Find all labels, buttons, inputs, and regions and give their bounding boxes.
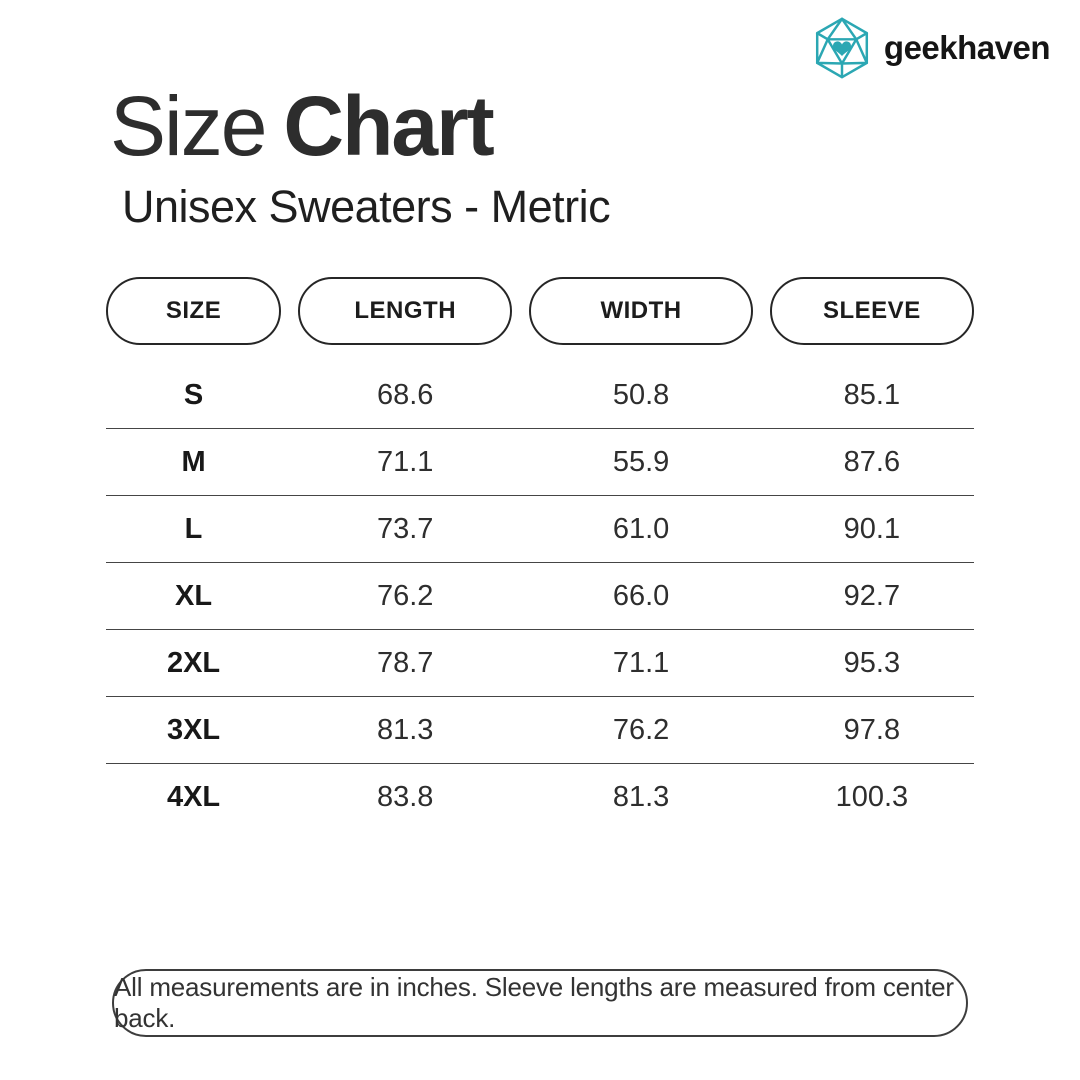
sleeve-cell: 85.1 (843, 378, 901, 411)
length-cell: 78.7 (376, 646, 434, 679)
sleeve-cell: 87.6 (843, 445, 901, 478)
size-cell: XL (175, 579, 213, 612)
page-subtitle: Unisex Sweaters - Metric (122, 181, 611, 232)
table-row: XL 76.2 66.0 92.7 (106, 563, 974, 630)
column-header-sleeve: SLEEVE (769, 277, 974, 345)
width-cell: 55.9 (612, 445, 670, 478)
size-cell: 3XL (166, 713, 221, 746)
sleeve-cell: 97.8 (843, 713, 901, 746)
brand-name: geekhaven (883, 29, 1051, 66)
length-cell: 76.2 (376, 579, 434, 612)
table-row: S 68.6 50.8 85.1 (106, 362, 974, 429)
title-light-part: Size (110, 79, 267, 173)
brand-logo: geekhaven (811, 17, 1051, 79)
table-row: L 73.7 61.0 90.1 (106, 496, 974, 563)
size-cell: S (183, 378, 204, 411)
column-header-length: LENGTH (298, 277, 513, 345)
size-cell: 4XL (166, 781, 221, 813)
width-cell: 50.8 (612, 378, 670, 411)
heart-icon (832, 41, 851, 57)
length-cell: 81.3 (376, 713, 434, 746)
size-table: SIZE LENGTH WIDTH SLEEVE S 68.6 50.8 85.… (106, 277, 974, 831)
column-header-size: SIZE (106, 277, 282, 345)
size-cell: M (181, 445, 206, 478)
width-cell: 71.1 (612, 646, 670, 679)
footnote-pill: All measurements are in inches. Sleeve l… (112, 969, 968, 1037)
footnote-text: All measurements are in inches. Sleeve l… (114, 972, 954, 1033)
size-cell: L (184, 512, 203, 545)
table-row: 4XL 83.8 81.3 100.3 (106, 764, 974, 831)
table-row: 3XL 81.3 76.2 97.8 (106, 697, 974, 764)
table-row: 2XL 78.7 71.1 95.3 (106, 630, 974, 697)
table-header-row: SIZE LENGTH WIDTH SLEEVE (106, 277, 974, 345)
sleeve-cell: 90.1 (843, 512, 901, 545)
length-cell: 71.1 (376, 445, 434, 478)
page-title: Size Chart (110, 79, 495, 173)
sleeve-cell: 100.3 (835, 781, 909, 813)
sleeve-cell: 95.3 (843, 646, 901, 679)
title-bold-part: Chart (283, 79, 494, 173)
length-cell: 83.8 (376, 781, 434, 813)
width-cell: 61.0 (612, 512, 670, 545)
length-cell: 73.7 (376, 512, 434, 545)
d20-dice-icon (811, 17, 873, 79)
width-cell: 81.3 (612, 781, 670, 813)
length-cell: 68.6 (376, 378, 434, 411)
width-cell: 66.0 (612, 579, 670, 612)
table-row: M 71.1 55.9 87.6 (106, 429, 974, 496)
width-cell: 76.2 (612, 713, 670, 746)
size-cell: 2XL (166, 646, 221, 679)
table-body: S 68.6 50.8 85.1 M 71.1 55.9 87.6 L 73.7… (106, 362, 974, 831)
sleeve-cell: 92.7 (843, 579, 901, 612)
column-header-width: WIDTH (529, 277, 753, 345)
